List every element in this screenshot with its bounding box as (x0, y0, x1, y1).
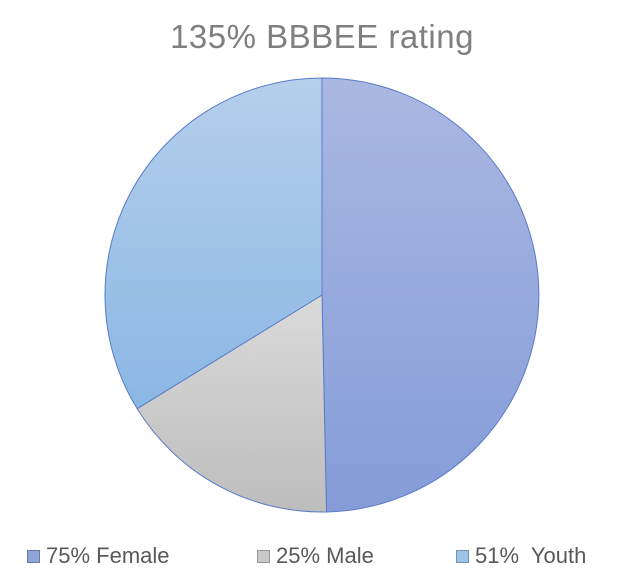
legend-label-male: 25% Male (276, 543, 374, 568)
pie-slices (104, 77, 540, 513)
legend-swatch-youth (456, 549, 469, 563)
pie-slice-youth (104, 77, 323, 410)
legend-item-youth: 51% Youth (456, 539, 586, 573)
legend: 75% Female 25% Male 51% Youth (0, 539, 644, 573)
legend-swatch-male (257, 549, 270, 563)
legend-label-female: 75% Female (46, 543, 170, 568)
legend-item-female: 75% Female (27, 539, 170, 573)
legend-label-youth: 51% Youth (475, 543, 587, 568)
pie-slice-female (321, 77, 540, 513)
legend-item-male: 25% Male (257, 539, 374, 573)
pie-slice-male (136, 294, 328, 513)
chart-title: 135% BBBEE rating (170, 18, 474, 55)
legend-swatch-female (27, 549, 40, 563)
